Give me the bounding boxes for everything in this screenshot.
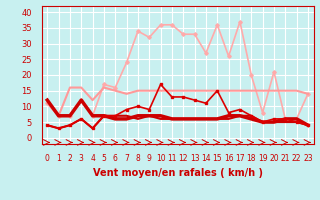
X-axis label: Vent moyen/en rafales ( km/h ): Vent moyen/en rafales ( km/h ) <box>92 168 263 178</box>
